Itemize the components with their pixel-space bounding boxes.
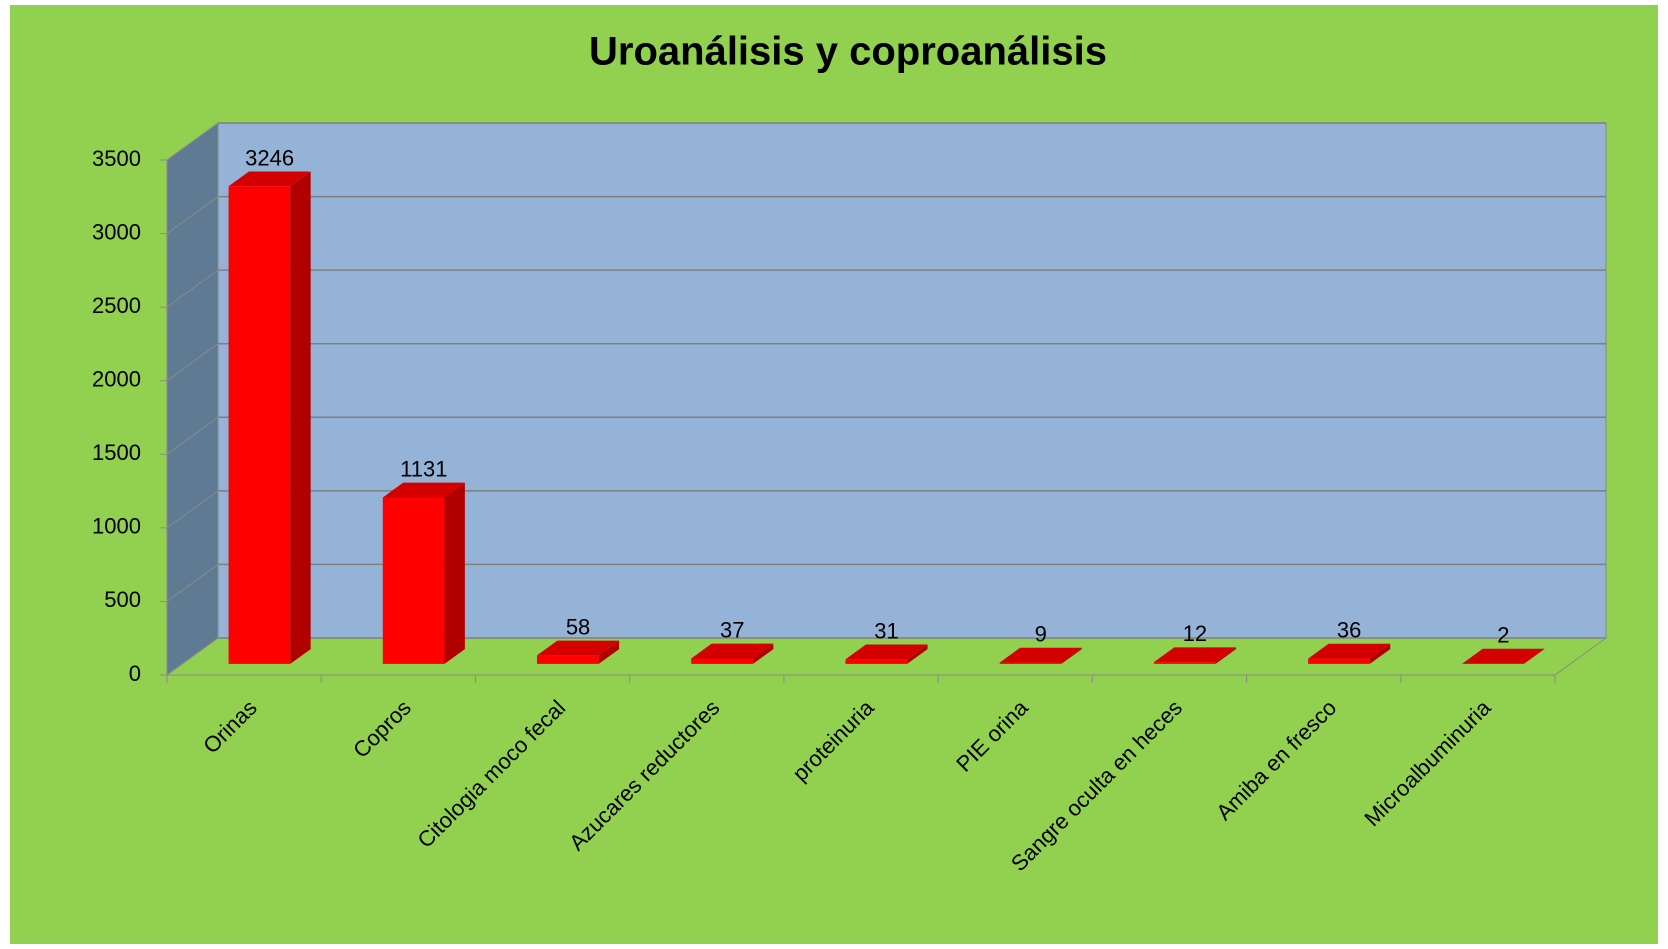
bar-side (752, 643, 774, 664)
y-tick-label: 2000 (92, 367, 141, 392)
y-tick-label: 0 (129, 661, 141, 686)
y-tick-label: 500 (104, 587, 141, 612)
grid-line (166, 637, 219, 676)
bar (1153, 662, 1216, 664)
y-tick-label: 2500 (92, 293, 141, 318)
grid-line (166, 490, 219, 529)
bar-top (691, 643, 774, 659)
value-label: 3246 (245, 145, 294, 170)
bar (999, 662, 1062, 664)
bar-side (598, 640, 620, 664)
chart-title: Uroanálisis y coproanálisis (589, 30, 1107, 74)
bar-top (1153, 647, 1236, 663)
bar-top (999, 647, 1082, 663)
value-label: 1131 (400, 456, 447, 481)
bar-side (1215, 647, 1236, 664)
value-label: 37 (720, 617, 744, 642)
grid-line (166, 269, 219, 308)
grid-line (166, 416, 219, 455)
value-label: 9 (1035, 622, 1047, 647)
side-wall (166, 122, 219, 676)
bar-side (1369, 643, 1391, 664)
value-label: 58 (566, 614, 590, 639)
y-tick-label: 1500 (92, 440, 141, 465)
value-label: 12 (1183, 621, 1207, 646)
bar-top (537, 640, 620, 656)
bar (845, 659, 908, 664)
bar-top (845, 644, 928, 660)
bar-side (290, 171, 311, 664)
bar-side (907, 644, 928, 664)
bar-top (382, 482, 465, 498)
y-tick-label: 3000 (92, 219, 141, 244)
bar-side (1061, 647, 1082, 664)
bar-top (1308, 643, 1391, 659)
grid-line (166, 564, 219, 602)
grid-line (166, 343, 219, 382)
bar (691, 658, 753, 664)
value-label: 36 (1337, 618, 1361, 643)
bar-top (228, 171, 311, 187)
bar-top (1462, 648, 1545, 664)
bar (537, 655, 599, 664)
bar-side (1524, 648, 1545, 664)
y-tick-label: 1000 (92, 514, 141, 539)
bar-side (444, 482, 465, 664)
bar (382, 497, 445, 664)
bar (1308, 658, 1370, 664)
grid-line (166, 122, 219, 161)
value-label: 31 (874, 618, 898, 643)
bar (228, 186, 291, 664)
value-label: 2 (1497, 623, 1509, 648)
y-tick-label: 3500 (92, 146, 141, 171)
grid-line (166, 196, 219, 234)
